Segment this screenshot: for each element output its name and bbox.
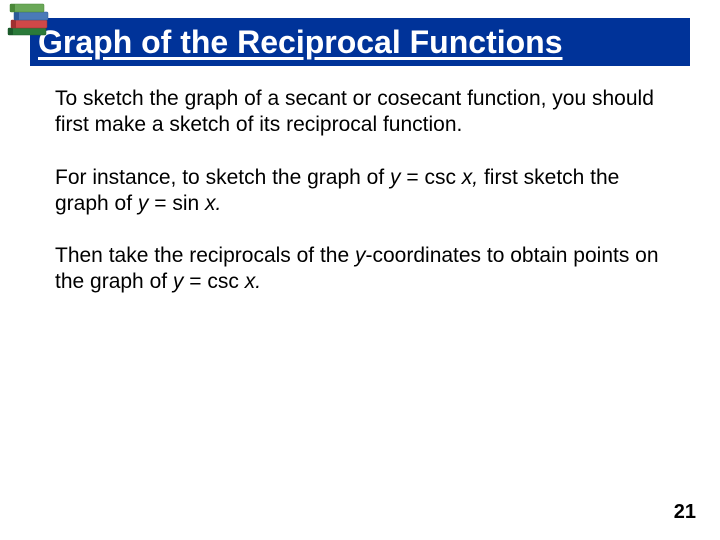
paragraph-2: For instance, to sketch the graph of y =… xyxy=(55,165,665,218)
paragraph-3: Then take the reciprocals of the y-coord… xyxy=(55,243,665,296)
paragraph-1: To sketch the graph of a secant or cosec… xyxy=(55,86,665,139)
content-area: To sketch the graph of a secant or cosec… xyxy=(55,86,665,322)
title-bar: Graph of the Reciprocal Functions xyxy=(30,18,690,66)
slide-title: Graph of the Reciprocal Functions xyxy=(38,24,563,61)
books-icon xyxy=(4,2,52,46)
page-number: 21 xyxy=(674,501,696,524)
